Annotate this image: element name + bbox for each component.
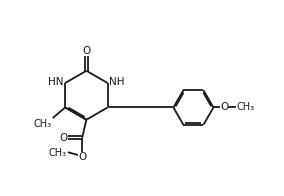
- Text: O: O: [59, 133, 68, 143]
- Text: CH₃: CH₃: [236, 103, 254, 113]
- Text: NH: NH: [109, 77, 124, 87]
- Text: O: O: [82, 46, 91, 56]
- Text: HN: HN: [48, 77, 64, 87]
- Text: CH₃: CH₃: [48, 148, 66, 158]
- Text: O: O: [220, 103, 228, 113]
- Text: CH₃: CH₃: [34, 119, 52, 129]
- Text: O: O: [78, 152, 86, 162]
